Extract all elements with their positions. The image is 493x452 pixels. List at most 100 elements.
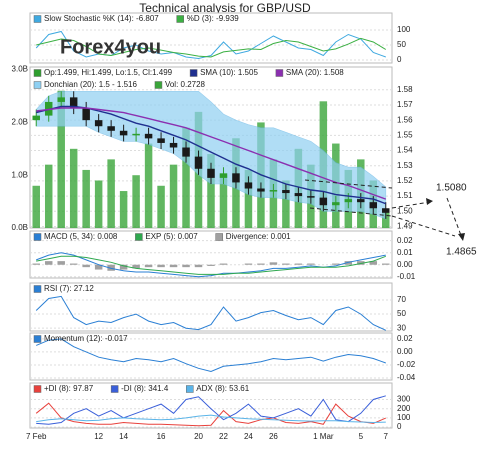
logo: Forex4you: [60, 36, 161, 58]
candle-body: [319, 197, 328, 206]
candle-body: [219, 173, 228, 178]
y-tick-label: 0: [397, 422, 402, 431]
series-line: [35, 295, 387, 331]
divergence-bar: [94, 264, 103, 270]
legend-label: Vol: 0.2728: [165, 80, 206, 89]
divergence-bar: [157, 264, 165, 268]
legend-label: +DI (8): 97.87: [44, 384, 94, 393]
candle-body: [344, 199, 353, 203]
divergence-bar: [369, 261, 378, 265]
candle-body: [182, 147, 190, 157]
x-tick-label: 14: [119, 432, 128, 441]
x-tick-label: 7 Feb: [26, 432, 47, 441]
candle-body: [232, 173, 240, 183]
volume-bar: [169, 164, 178, 228]
x-tick-label: 22: [219, 432, 228, 441]
y-tick-label: 3.0B: [12, 65, 28, 74]
candle-body: [332, 202, 340, 206]
divergence-bar: [82, 264, 90, 268]
divergence-bar: [382, 263, 390, 265]
x-tick-label: 24: [244, 432, 253, 441]
legend-label: -DI (8): 341.4: [121, 384, 169, 393]
candle-body: [294, 193, 303, 197]
candle-body: [32, 115, 40, 121]
divergence-bar: [69, 263, 78, 265]
y-tick-label: 1.51: [397, 191, 413, 200]
x-tick-label: 16: [157, 432, 166, 441]
x-tick-label: 7: [384, 432, 389, 441]
candle-body: [207, 168, 215, 178]
divergence-bar: [194, 264, 203, 268]
y-tick-label: 300: [397, 395, 411, 404]
candle-body: [107, 126, 115, 131]
y-tick-label: 1.55: [397, 130, 413, 139]
divergence-bar: [182, 264, 190, 268]
candle-body: [157, 138, 165, 143]
divergence-bar: [332, 263, 340, 265]
legend-swatch: [135, 233, 143, 241]
divergence-bar: [207, 264, 215, 266]
candle-body: [132, 133, 140, 136]
legend-swatch: [33, 69, 42, 77]
candle-body: [257, 188, 265, 192]
candle-body: [169, 142, 178, 148]
series-line: [35, 402, 386, 427]
panel-frame: [29, 230, 393, 279]
candle-body: [57, 97, 65, 102]
y-tick-label: 1.49: [397, 222, 413, 231]
y-tick-label: 50: [397, 40, 406, 49]
legend-swatch: [33, 81, 42, 89]
legend-swatch: [189, 69, 198, 77]
legend-swatch: [33, 385, 42, 393]
legend-swatch: [33, 233, 42, 241]
legend-label: Donchian (20): 1.5 - 1.516: [44, 80, 137, 89]
panel-frame: [29, 332, 393, 381]
volume-bar: [182, 127, 190, 228]
volume-bar: [157, 185, 165, 228]
divergence-bar: [119, 264, 128, 270]
series-line: [36, 338, 386, 373]
legend-swatch: [33, 15, 42, 23]
series-line: [36, 395, 386, 425]
x-tick-label: 12: [94, 432, 103, 441]
divergence-bar: [132, 264, 140, 269]
y-tick-label: 1.0B: [12, 170, 28, 179]
legend-swatch: [186, 385, 194, 393]
y-tick-label: 100: [397, 25, 411, 34]
legend-label: Momentum (12): -0.017: [44, 334, 128, 343]
candle-body: [82, 108, 90, 121]
y-tick-label: 1.58: [397, 85, 413, 94]
arrow-head: [458, 233, 465, 241]
divergence-bar: [269, 262, 278, 265]
legend-swatch: [215, 233, 223, 241]
legend-swatch: [33, 335, 42, 343]
volume-bar: [32, 185, 40, 228]
divergence-bar: [107, 264, 115, 271]
y-tick-label: 70: [397, 295, 406, 304]
divergence-bar: [244, 263, 253, 265]
y-tick-label: -0.01: [397, 272, 416, 281]
y-tick-label: -0.02: [397, 360, 416, 369]
series-line: [36, 37, 387, 58]
series-line: [36, 414, 386, 424]
candle-body: [307, 196, 315, 198]
legend-swatch: [154, 81, 163, 89]
candle-body: [144, 133, 153, 139]
series-line: [35, 30, 386, 60]
y-tick-label: 1.50: [397, 206, 413, 215]
sma-line: [36, 107, 387, 200]
divergence-bar: [32, 263, 40, 265]
legend-label: MACD (5, 34): 0.008: [44, 232, 118, 241]
candle-body: [194, 156, 203, 169]
divergence-bar: [169, 264, 178, 268]
arrow-head: [426, 198, 433, 205]
legend-label: SMA (20): 1.508: [286, 68, 344, 77]
divergence-bar: [282, 263, 290, 265]
y-tick-label: 1.56: [397, 115, 413, 124]
divergence-bar: [344, 261, 353, 265]
legend-label: EXP (5): 0.007: [145, 232, 198, 241]
y-tick-label: 1.52: [397, 176, 413, 185]
divergence-bar: [44, 261, 53, 265]
